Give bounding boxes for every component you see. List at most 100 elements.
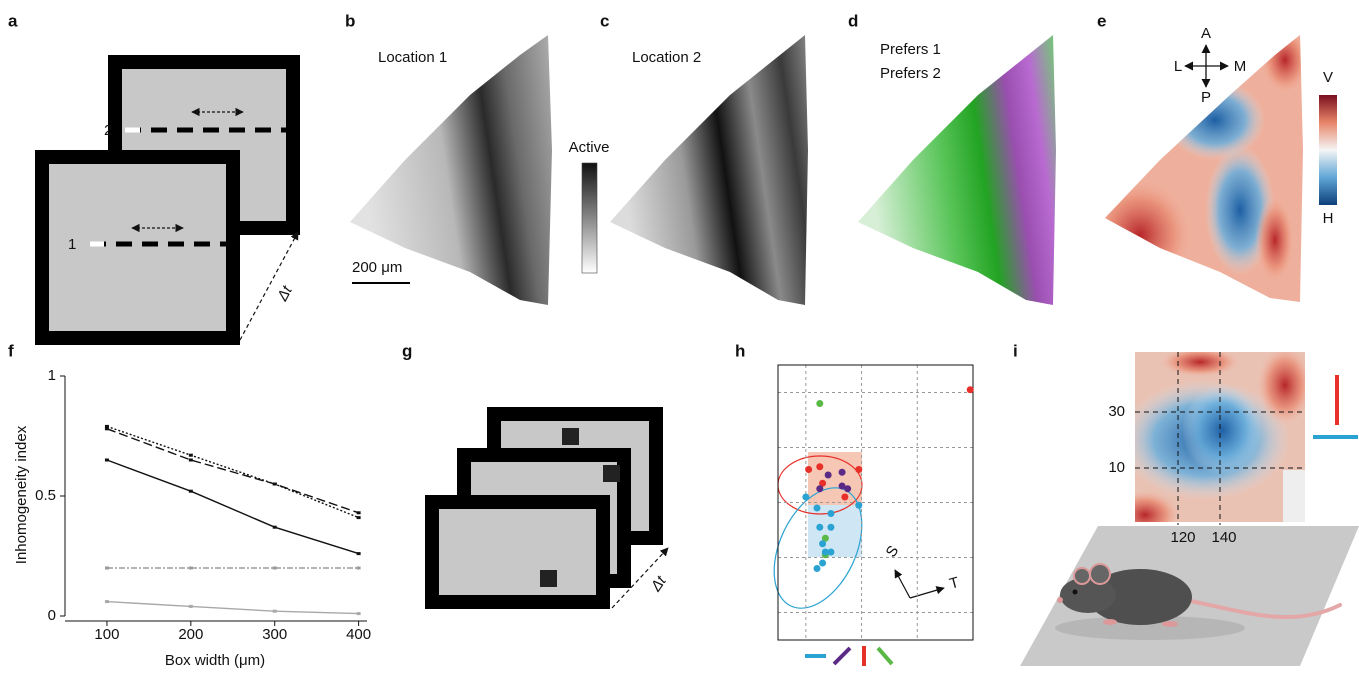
point-marker	[105, 459, 109, 462]
point-marker	[105, 427, 109, 430]
scatter-point	[802, 494, 809, 501]
scatter-point	[855, 466, 862, 473]
colorbar-label: Active	[569, 139, 610, 156]
point-marker	[189, 459, 193, 462]
colorbar-label: V	[1323, 69, 1333, 86]
y-tick-label: 30	[1108, 403, 1125, 420]
scatter-point	[819, 540, 826, 547]
screen	[432, 502, 603, 602]
map-region	[1085, 175, 1195, 295]
panel-a: 2 1 Δt	[42, 62, 298, 340]
point-marker	[357, 552, 361, 555]
x-tick-label: 300	[262, 626, 287, 643]
time-arrow	[240, 232, 298, 340]
series-line	[107, 460, 359, 554]
y-tick-label: 0.5	[35, 487, 56, 504]
series-line	[107, 429, 359, 513]
y-tick-label: 1	[48, 367, 56, 384]
mouse-paw	[1162, 621, 1178, 627]
mouse-ear	[1074, 568, 1090, 584]
field-sign-map	[1085, 25, 1310, 310]
mouse-eye	[1073, 590, 1078, 595]
scatter-point	[855, 502, 862, 509]
panel-label: d	[848, 11, 858, 30]
x-tick-label: 120	[1170, 529, 1195, 546]
square-stimulus	[540, 570, 557, 587]
compass-label: P	[1201, 89, 1211, 106]
map-region	[1260, 25, 1310, 95]
map-title: Location 2	[632, 49, 701, 66]
scatter-point	[816, 485, 823, 492]
point-marker	[273, 567, 277, 570]
orientation-glyph	[834, 648, 850, 664]
scatter-point	[841, 494, 848, 501]
panel-label: g	[402, 341, 412, 360]
point-marker	[273, 483, 277, 486]
scatter-point	[814, 505, 821, 512]
y-tick-label: 0	[48, 607, 56, 624]
colorbar	[582, 163, 597, 273]
series-line	[107, 602, 359, 614]
point-marker	[357, 511, 361, 514]
legend-entry: Prefers 2	[880, 65, 941, 82]
heatmap	[1110, 345, 1313, 540]
scatter-point	[967, 386, 974, 393]
mouse-ear	[1090, 564, 1110, 584]
point-marker	[105, 600, 109, 603]
scatter-point	[839, 469, 846, 476]
axis-arrow	[910, 588, 944, 598]
legend-entry: Prefers 1	[880, 41, 941, 58]
scatter-point	[827, 524, 834, 531]
scatter-point	[819, 560, 826, 567]
heatmap-region	[1160, 347, 1240, 377]
x-tick-label: 140	[1211, 529, 1236, 546]
panel-h: S T	[757, 365, 974, 666]
point-marker	[273, 526, 277, 529]
x-tick-label: 200	[178, 626, 203, 643]
scatter-point	[816, 524, 823, 531]
y-axis-label: Inhomogeneity index	[13, 425, 30, 564]
axis-arrow	[895, 570, 910, 598]
mouse-paw	[1103, 619, 1117, 625]
scatter-point	[814, 565, 821, 572]
square-stimulus	[603, 465, 620, 482]
colorbar-label: H	[1323, 210, 1334, 227]
scatter-point	[827, 510, 834, 517]
colorbar	[1319, 95, 1337, 205]
panel-label: c	[600, 11, 609, 30]
panel-label: e	[1097, 11, 1106, 30]
square-stimulus	[562, 428, 579, 445]
scatter-point	[816, 463, 823, 470]
panel-label: b	[345, 11, 355, 30]
x-tick-label: 400	[346, 626, 371, 643]
mouse-nose	[1057, 597, 1063, 603]
map-title: Location 1	[378, 49, 447, 66]
scatter-point	[844, 485, 851, 492]
interval-label: Δt	[274, 282, 297, 304]
x-axis-label: Box width (μm)	[165, 652, 265, 669]
panel-label: h	[735, 341, 745, 360]
panel-label: a	[8, 11, 18, 30]
heatmap-blank	[1283, 470, 1305, 522]
interval-label: Δt	[647, 572, 670, 595]
point-marker	[105, 567, 109, 570]
point-marker	[189, 454, 193, 457]
scatter-point	[816, 400, 823, 407]
point-marker	[357, 567, 361, 570]
compass-label: M	[1234, 58, 1247, 75]
scatter-point	[825, 472, 832, 479]
axis-label: T	[948, 574, 961, 593]
panel-i: 30 10 120 140	[1020, 345, 1359, 666]
scatter-point	[805, 466, 812, 473]
compass-label: A	[1201, 25, 1211, 42]
point-marker	[357, 612, 361, 615]
heatmap-region	[1182, 385, 1262, 475]
point-marker	[189, 490, 193, 493]
panel-label: i	[1013, 341, 1018, 360]
panel-label: f	[8, 341, 14, 360]
scale-bar-label: 200 μm	[352, 259, 402, 276]
panel-f: Inhomogeneity index Box width (μm) 0 0.5 1…	[13, 367, 371, 669]
x-tick-label: 100	[94, 626, 119, 643]
point-marker	[273, 610, 277, 613]
screen-label: 1	[68, 236, 76, 253]
